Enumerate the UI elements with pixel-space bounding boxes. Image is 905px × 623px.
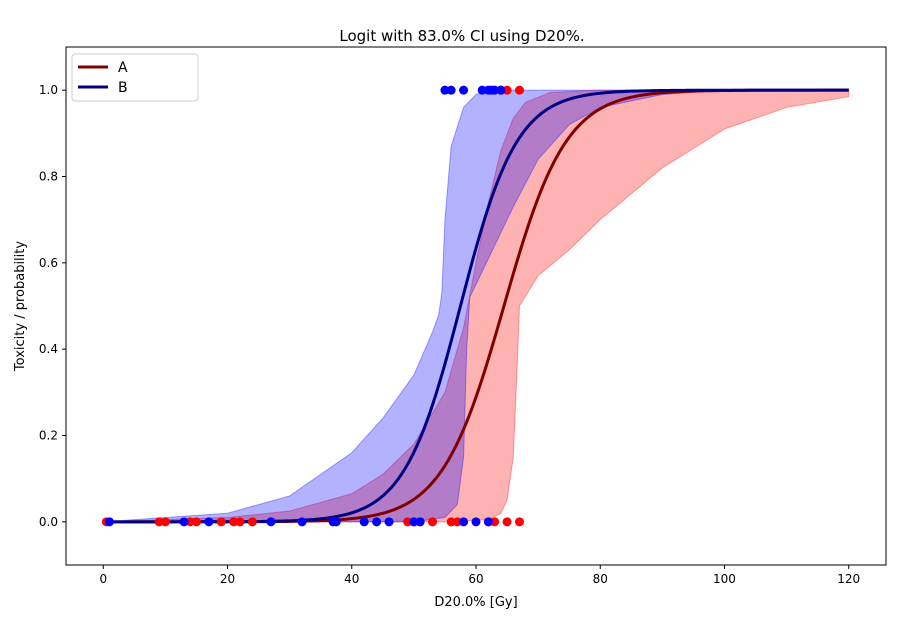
point-b (384, 517, 394, 527)
y-tick-label: 0.6 (39, 256, 58, 270)
point-b (409, 517, 419, 527)
point-a (247, 517, 257, 527)
x-tick-label: 120 (837, 572, 860, 586)
point-b (415, 517, 425, 527)
point-b (446, 85, 456, 95)
legend: A B (71, 53, 199, 102)
point-b (459, 85, 469, 95)
point-b (372, 517, 382, 527)
y-tick-label: 1.0 (39, 83, 58, 97)
legend-label-b: B (118, 80, 128, 96)
point-b (477, 85, 487, 95)
point-b (179, 517, 189, 527)
point-b (359, 517, 369, 527)
x-tick-label: 60 (468, 572, 483, 586)
point-b (459, 517, 469, 527)
point-a (160, 517, 170, 527)
point-a (514, 517, 524, 527)
observations (101, 85, 524, 527)
point-a (185, 517, 195, 527)
point-a (229, 517, 239, 527)
x-tick-label: 0 (99, 572, 107, 586)
ci-band-a (103, 89, 850, 523)
x-tick-label: 40 (344, 572, 359, 586)
point-b (104, 517, 114, 527)
y-axis: 0.0 0.2 0.4 0.6 0.8 1.0 (39, 83, 66, 529)
point-a (191, 517, 201, 527)
fit-curves (103, 88, 849, 524)
point-a (446, 517, 456, 527)
curve-b (103, 88, 849, 524)
point-a (452, 517, 462, 527)
point-b (483, 517, 493, 527)
y-tick-label: 0.0 (39, 515, 58, 529)
point-a (403, 517, 413, 527)
legend-box (71, 53, 199, 102)
point-b (331, 517, 341, 527)
point-a (235, 517, 245, 527)
point-a (502, 517, 512, 527)
point-a (216, 517, 226, 527)
y-axis-label: Toxicity / probability (13, 241, 28, 372)
x-axis: 0 20 40 60 80 100 120 (99, 565, 860, 586)
point-a (490, 517, 500, 527)
point-b (496, 85, 506, 95)
y-tick-label: 0.8 (39, 170, 58, 184)
point-a (154, 517, 164, 527)
point-b (440, 85, 450, 95)
point-b (471, 517, 481, 527)
point-a (514, 85, 524, 95)
point-a (428, 517, 438, 527)
point-b (490, 85, 500, 95)
legend-label-a: A (118, 60, 128, 76)
point-a (502, 85, 512, 95)
point-b (297, 517, 307, 527)
x-tick-label: 100 (713, 572, 736, 586)
chart-title: Logit with 83.0% CI using D20%. (339, 27, 584, 45)
x-tick-label: 80 (593, 572, 608, 586)
x-tick-label: 20 (220, 572, 235, 586)
point-b (204, 517, 214, 527)
y-tick-label: 0.2 (39, 429, 58, 443)
y-tick-label: 0.4 (39, 342, 58, 356)
x-axis-label: D20.0% [Gy] (434, 595, 517, 610)
point-b (266, 517, 276, 527)
